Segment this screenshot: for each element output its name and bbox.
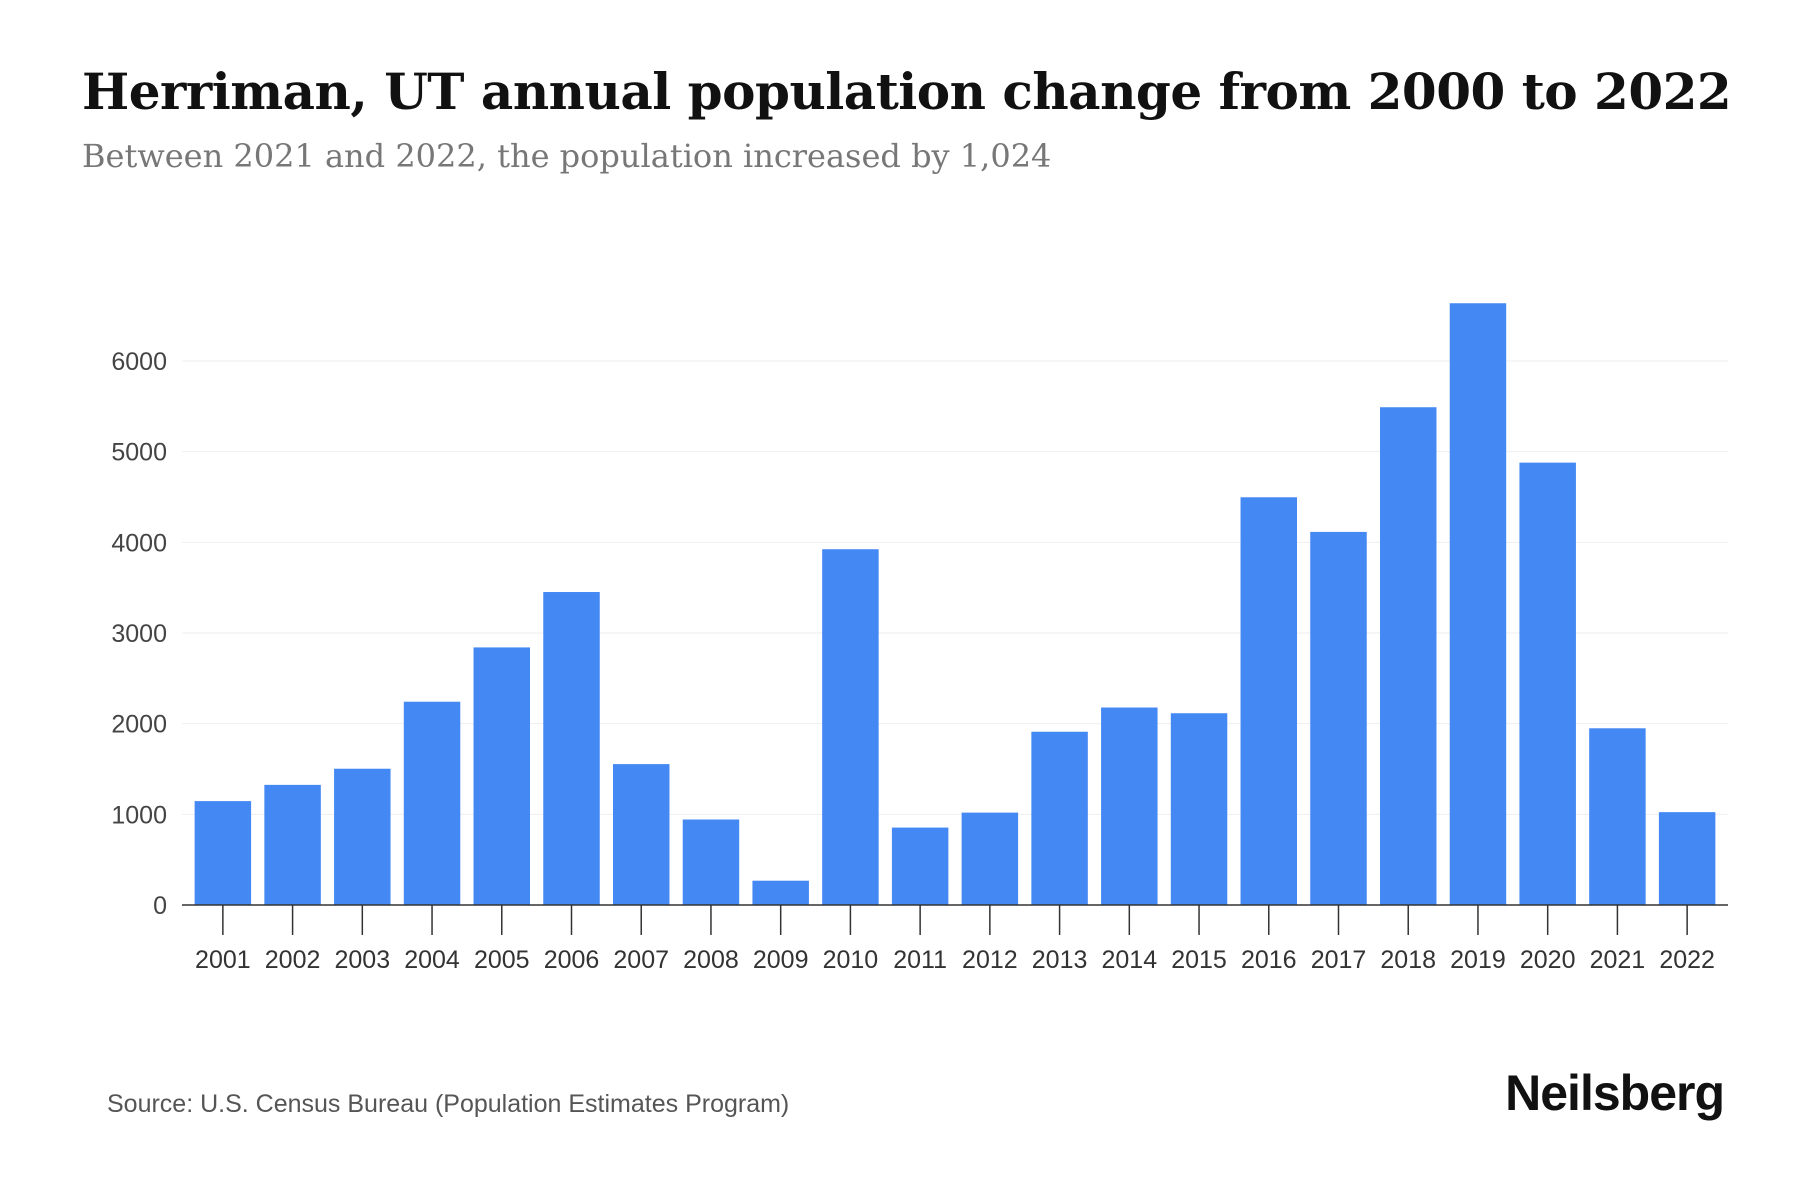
chart-subtitle: Between 2021 and 2022, the population in… bbox=[82, 137, 1052, 175]
bar-2010 bbox=[822, 549, 879, 905]
x-tick-label: 2006 bbox=[544, 946, 600, 974]
bar-2012 bbox=[961, 812, 1019, 905]
bar-2002 bbox=[264, 784, 321, 905]
bar-2019 bbox=[1449, 303, 1507, 905]
x-tick-label: 2011 bbox=[893, 946, 947, 974]
x-tick-label: 2001 bbox=[195, 946, 251, 974]
x-tick-label: 2007 bbox=[613, 946, 669, 974]
x-tick-label: 2020 bbox=[1520, 946, 1576, 974]
x-tick-label: 2004 bbox=[404, 946, 460, 974]
x-tick-label: 2009 bbox=[753, 946, 809, 974]
y-tick-label: 4000 bbox=[111, 529, 167, 557]
x-tick-label: 2002 bbox=[265, 946, 321, 974]
x-tick-label: 2016 bbox=[1241, 946, 1297, 974]
bar-2003 bbox=[334, 768, 391, 905]
x-tick-label: 2019 bbox=[1450, 946, 1506, 974]
bar-2005 bbox=[473, 647, 531, 905]
x-tick-label: 2005 bbox=[474, 946, 530, 974]
bar-2022 bbox=[1658, 812, 1716, 905]
y-tick-label: 5000 bbox=[111, 439, 167, 467]
x-tick-label: 2013 bbox=[1032, 946, 1088, 974]
x-tick-label: 2003 bbox=[335, 946, 391, 974]
bar-2020 bbox=[1519, 462, 1576, 905]
y-tick-label: 1000 bbox=[111, 801, 167, 829]
x-tick-label: 2010 bbox=[823, 946, 879, 974]
bar-2017 bbox=[1310, 531, 1367, 905]
y-tick-label: 6000 bbox=[111, 348, 167, 376]
x-tick-label: 2014 bbox=[1102, 946, 1158, 974]
bar-2011 bbox=[891, 827, 949, 905]
x-tick-label: 2008 bbox=[683, 946, 739, 974]
x-tick-label: 2021 bbox=[1590, 946, 1646, 974]
bar-2014 bbox=[1101, 707, 1158, 905]
bar-2009 bbox=[752, 880, 809, 905]
bar-2007 bbox=[612, 764, 670, 905]
x-tick-label: 2018 bbox=[1380, 946, 1436, 974]
source-note: Source: U.S. Census Bureau (Population E… bbox=[107, 1090, 790, 1118]
bar-2008 bbox=[682, 819, 740, 905]
bar-2013 bbox=[1031, 731, 1088, 905]
bar-2018 bbox=[1379, 407, 1437, 905]
y-tick-label: 2000 bbox=[111, 711, 167, 739]
x-tick-label: 2012 bbox=[962, 946, 1018, 974]
bar-2021 bbox=[1589, 728, 1646, 905]
bar-2001 bbox=[194, 801, 252, 905]
neilsberg-logo: Neilsberg bbox=[1505, 1065, 1725, 1121]
y-tick-label: 3000 bbox=[111, 620, 167, 648]
chart-title: Herriman, UT annual population change fr… bbox=[82, 62, 1732, 121]
bar-2006 bbox=[543, 592, 600, 905]
y-tick-label: 0 bbox=[153, 892, 167, 920]
bar-2016 bbox=[1240, 497, 1298, 905]
x-tick-label: 2017 bbox=[1311, 946, 1367, 974]
bar-2015 bbox=[1170, 713, 1228, 905]
x-tick-label: 2015 bbox=[1171, 946, 1227, 974]
bar-2004 bbox=[403, 701, 461, 905]
x-tick-label: 2022 bbox=[1659, 946, 1715, 974]
